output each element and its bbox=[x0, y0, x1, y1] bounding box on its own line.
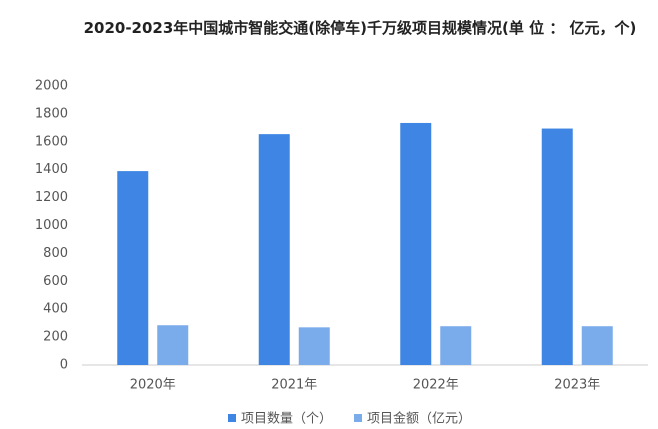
y-tick-label: 600 bbox=[43, 274, 68, 289]
legend-swatch bbox=[354, 414, 363, 422]
y-tick-label: 1200 bbox=[35, 190, 68, 205]
y-tick-label: 200 bbox=[43, 330, 68, 345]
bar bbox=[581, 326, 613, 365]
x-tick-label: 2022年 bbox=[413, 378, 459, 393]
y-tick-label: 800 bbox=[43, 246, 68, 261]
y-tick-label: 1000 bbox=[35, 218, 68, 233]
y-tick-label: 2000 bbox=[35, 79, 68, 94]
x-tick-label: 2021年 bbox=[271, 378, 317, 393]
x-tick-label: 2020年 bbox=[130, 378, 176, 393]
bar bbox=[117, 171, 149, 365]
y-tick-label: 400 bbox=[43, 302, 68, 317]
bar bbox=[541, 128, 573, 365]
chart-title: 2020-2023年中国城市智能交通(除停车)千万级项目规模情况(单 位 ： 亿… bbox=[83, 19, 637, 37]
bar bbox=[400, 122, 432, 365]
legend-label: 项目数量（个） bbox=[241, 412, 332, 427]
x-tick-label: 2023年 bbox=[554, 378, 600, 393]
y-tick-label: 0 bbox=[60, 358, 68, 373]
legend-swatch bbox=[228, 414, 236, 422]
bar bbox=[440, 326, 472, 365]
bar bbox=[298, 327, 330, 365]
legend-label: 项目金额（亿元） bbox=[367, 411, 471, 427]
y-tick-label: 1400 bbox=[35, 162, 68, 177]
bar bbox=[157, 325, 189, 365]
y-tick-label: 1600 bbox=[35, 134, 68, 149]
bar bbox=[258, 134, 290, 365]
y-tick-label: 1800 bbox=[35, 106, 68, 121]
